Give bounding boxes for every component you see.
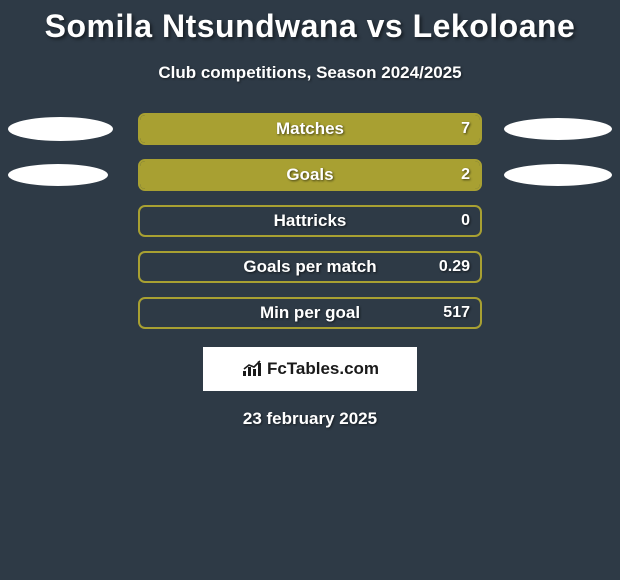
main-container: Somila Ntsundwana vs Lekoloane Club comp… — [0, 0, 620, 437]
stat-row: Min per goal 517 — [0, 297, 620, 329]
ellipse-left — [8, 117, 113, 141]
stat-label: Matches — [276, 119, 344, 139]
page-title: Somila Ntsundwana vs Lekoloane — [0, 8, 620, 45]
stat-value: 7 — [461, 120, 470, 138]
stat-row: Hattricks 0 — [0, 205, 620, 237]
chart-icon — [241, 360, 263, 378]
stat-row: Goals 2 — [0, 159, 620, 191]
stat-label: Goals — [286, 165, 333, 185]
date-text: 23 february 2025 — [0, 409, 620, 429]
stat-label: Goals per match — [243, 257, 376, 277]
stat-label: Hattricks — [274, 211, 347, 231]
stat-value: 517 — [443, 304, 470, 322]
subtitle: Club competitions, Season 2024/2025 — [0, 63, 620, 83]
logo: FcTables.com — [241, 359, 379, 379]
stat-bar: Matches 7 — [138, 113, 482, 145]
ellipse-right — [504, 118, 612, 140]
stat-bar: Hattricks 0 — [138, 205, 482, 237]
logo-box: FcTables.com — [203, 347, 417, 391]
stat-bar: Goals 2 — [138, 159, 482, 191]
stat-value: 0.29 — [439, 258, 470, 276]
stats-area: Matches 7 Goals 2 Hattricks 0 Goals per match 0… — [0, 113, 620, 329]
stat-value: 0 — [461, 212, 470, 230]
stat-value: 2 — [461, 166, 470, 184]
stat-label: Min per goal — [260, 303, 360, 323]
ellipse-left — [8, 164, 108, 186]
stat-row: Matches 7 — [0, 113, 620, 145]
ellipse-right — [504, 164, 612, 186]
stat-row: Goals per match 0.29 — [0, 251, 620, 283]
logo-text: FcTables.com — [267, 359, 379, 379]
stat-bar: Goals per match 0.29 — [138, 251, 482, 283]
stat-bar: Min per goal 517 — [138, 297, 482, 329]
